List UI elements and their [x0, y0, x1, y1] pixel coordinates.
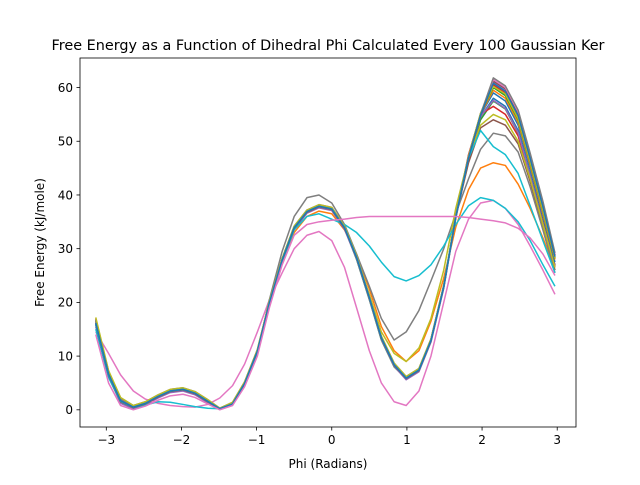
chart-title: Free Energy as a Function of Dihedral Ph… [52, 38, 605, 54]
series-line-22 [95, 215, 556, 411]
x-tick-label: 0 [328, 433, 336, 447]
series-layer [95, 77, 556, 411]
y-tick-label: 20 [58, 296, 73, 310]
y-tick-label: 0 [65, 403, 73, 417]
y-axis-label: Free Energy (kJ/mole) [33, 178, 47, 307]
x-tick-label: 1 [403, 433, 411, 447]
plot-area [80, 58, 576, 427]
axes-frame [79, 57, 577, 428]
y-tick-label: 10 [58, 349, 73, 363]
x-tick-label: −3 [97, 433, 115, 447]
x-tick-label: 2 [478, 433, 486, 447]
x-axis-label: Phi (Radians) [289, 457, 368, 471]
y-tick-label: 50 [58, 135, 73, 149]
y-tick-label: 60 [58, 81, 73, 95]
series-line-10 [95, 196, 556, 410]
series-line-21 [95, 82, 556, 410]
x-tick-label: −1 [248, 433, 266, 447]
series-line-7 [95, 199, 556, 408]
y-tick-label: 40 [58, 188, 73, 202]
y-tick-label: 30 [58, 242, 73, 256]
x-tick-label: −2 [173, 433, 191, 447]
x-tick-label: 3 [553, 433, 561, 447]
